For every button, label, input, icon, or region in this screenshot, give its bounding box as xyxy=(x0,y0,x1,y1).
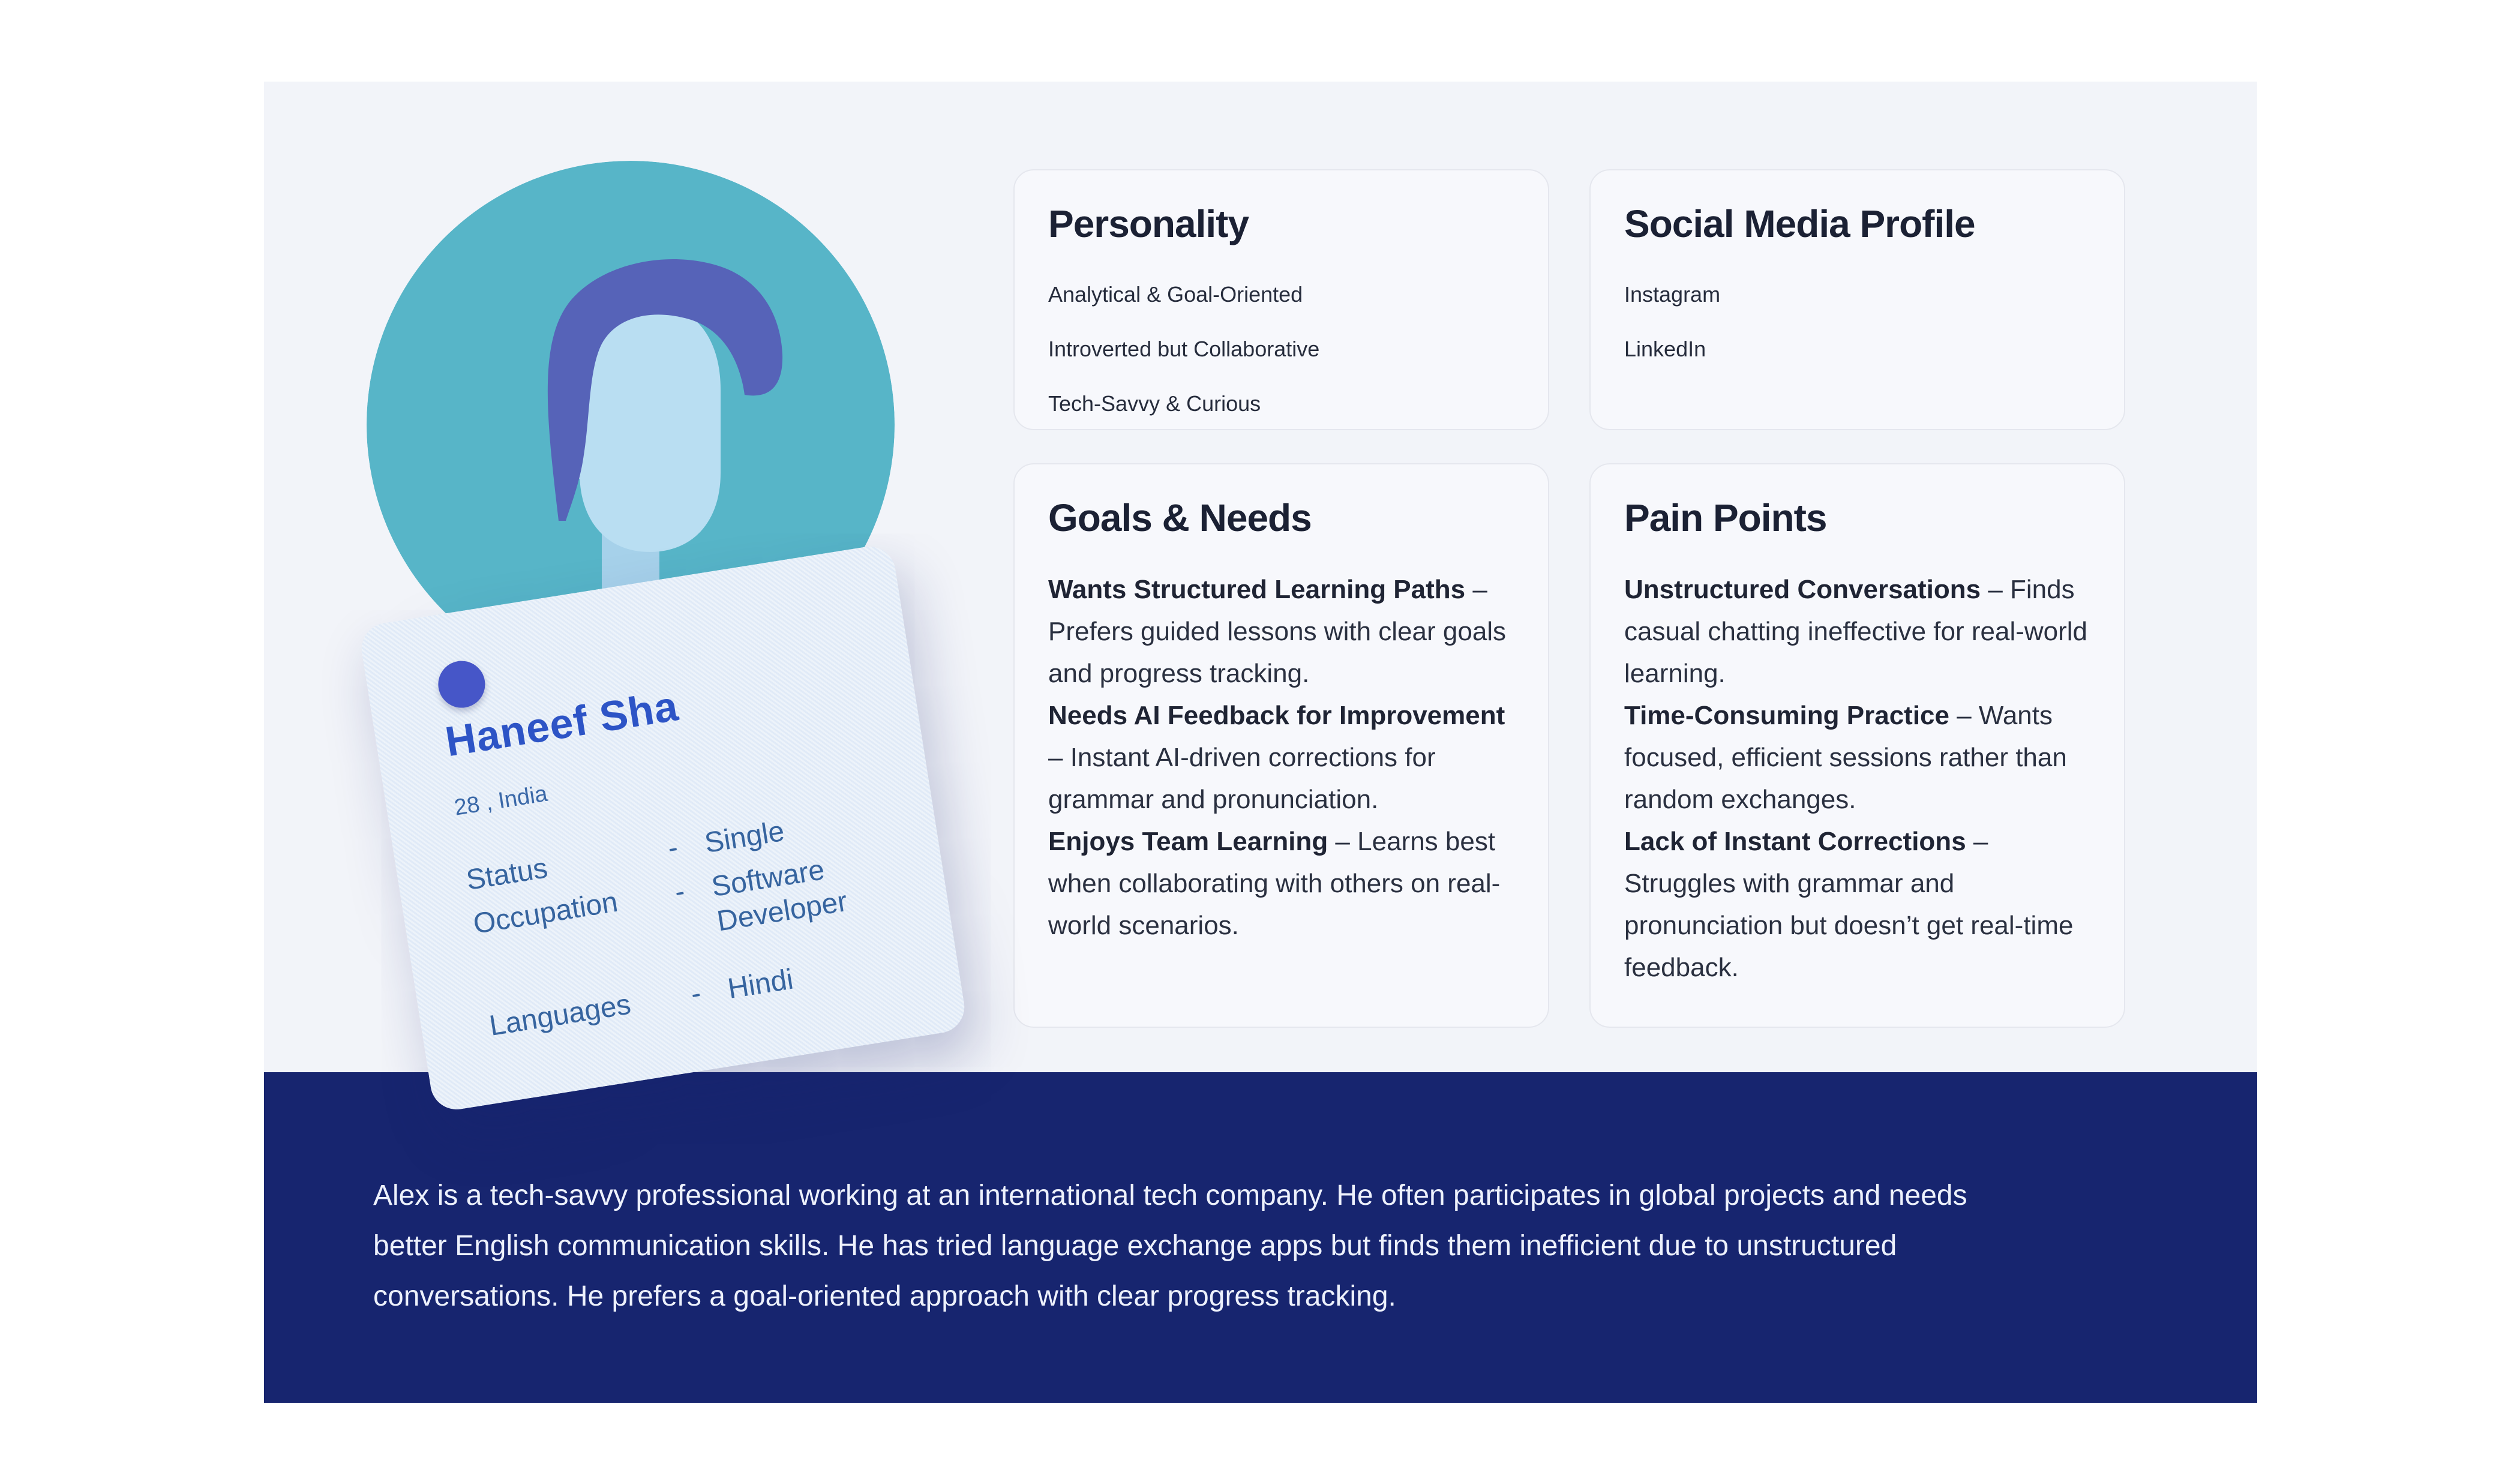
pain-item: Unstructured Conversations – Finds casua… xyxy=(1624,569,2090,695)
personality-items: Analytical & Goal-Oriented Introverted b… xyxy=(1048,281,1514,417)
social-media-item-instagram: Instagram xyxy=(1624,282,1721,307)
pain-points-card: Pain Points Unstructured Conversations –… xyxy=(1589,463,2125,1028)
pain-item: Time-Consuming Practice – Wants focused,… xyxy=(1624,695,2090,821)
social-media-title: Social Media Profile xyxy=(1624,202,1976,245)
goals-item-lead: Enjoys Team Learning xyxy=(1048,827,1328,856)
goals-item: Enjoys Team Learning – Learns best when … xyxy=(1048,821,1514,947)
summary-line: Alex is a tech-savvy professional workin… xyxy=(373,1180,1967,1211)
personality-item: Tech-Savvy & Curious xyxy=(1048,391,1261,416)
personality-item: Introverted but Collaborative xyxy=(1048,337,1320,361)
pain-points-items: Unstructured Conversations – Finds casua… xyxy=(1624,569,2090,989)
goals-needs-title: Goals & Needs xyxy=(1048,496,1312,539)
detail-label: Languages xyxy=(487,988,633,1042)
pain-item-text: – Wants focused, efficient sessions rath… xyxy=(1624,701,2067,814)
goals-item-text: – Prefers guided lessons with clear goal… xyxy=(1048,575,1507,688)
social-media-item-linkedin: LinkedIn xyxy=(1624,337,1706,361)
goals-item-text: – Learns best when collaborating with ot… xyxy=(1048,827,1501,940)
pain-item-lead: Time-Consuming Practice xyxy=(1624,701,1949,730)
profile-card: Haneef Sha 28 , India Status - Single Oc… xyxy=(358,542,968,1114)
summary-line: conversations. He prefers a goal-oriente… xyxy=(373,1280,1396,1312)
persona-sheet: Haneef Sha 28 , India Status - Single Oc… xyxy=(264,82,2257,1403)
goals-item-lead: Wants Structured Learning Paths xyxy=(1048,575,1466,604)
detail-separator: - xyxy=(665,831,680,865)
social-media-card: Social Media Profile Instagram LinkedIn xyxy=(1589,169,2125,430)
personality-title: Personality xyxy=(1048,202,1249,245)
detail-value: Hindi xyxy=(725,963,796,1006)
goals-item: Needs AI Feedback for Improvement – Inst… xyxy=(1048,695,1514,821)
summary-line: better English communication skills. He … xyxy=(373,1230,1897,1262)
pain-item: Lack of Instant Corrections – Struggles … xyxy=(1624,821,2090,989)
profile-age-location: 28 , India xyxy=(452,781,550,821)
pain-item-text: – Finds casual chatting ineffective for … xyxy=(1624,575,2088,688)
pain-points-title: Pain Points xyxy=(1624,496,1828,539)
avatar-face xyxy=(580,304,721,552)
pin-dot-icon xyxy=(434,657,489,712)
pain-item-lead: Unstructured Conversations xyxy=(1624,575,1981,604)
profile-details: Status - Single Occupation - Software De… xyxy=(464,793,944,1054)
avatar-hair xyxy=(547,259,783,521)
pain-item-lead: Lack of Instant Corrections xyxy=(1624,827,1966,856)
detail-separator: - xyxy=(688,977,703,1010)
summary-band: Alex is a tech-savvy professional workin… xyxy=(264,1072,2257,1403)
pain-item-text: – Struggles with grammar and pronunciati… xyxy=(1624,827,2074,982)
social-media-items: Instagram LinkedIn xyxy=(1624,281,2090,362)
goals-item-text: – Instant AI-driven corrections for gram… xyxy=(1048,743,1436,814)
personality-card: Personality Analytical & Goal-Oriented I… xyxy=(1013,169,1549,430)
goals-item: Wants Structured Learning Paths – Prefer… xyxy=(1048,569,1514,695)
goals-needs-items: Wants Structured Learning Paths – Prefer… xyxy=(1048,569,1514,947)
goals-item-lead: Needs AI Feedback for Improvement xyxy=(1048,701,1505,730)
personality-item: Analytical & Goal-Oriented xyxy=(1048,282,1303,307)
goals-needs-card: Goals & Needs Wants Structured Learning … xyxy=(1013,463,1549,1028)
